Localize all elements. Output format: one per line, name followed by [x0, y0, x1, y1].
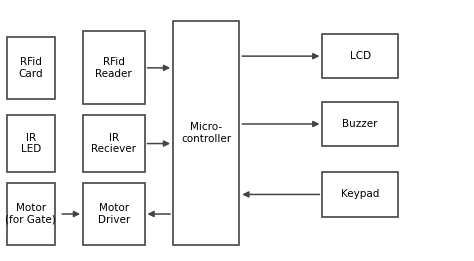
- Text: IR
LED: IR LED: [21, 133, 41, 154]
- Text: RFid
Card: RFid Card: [18, 57, 43, 79]
- FancyBboxPatch shape: [322, 172, 398, 217]
- FancyBboxPatch shape: [7, 115, 55, 172]
- FancyBboxPatch shape: [83, 31, 145, 104]
- FancyBboxPatch shape: [322, 102, 398, 146]
- Text: Keypad: Keypad: [341, 189, 379, 199]
- Text: Micro-
controller: Micro- controller: [181, 122, 231, 144]
- Text: Motor
Driver: Motor Driver: [98, 203, 130, 225]
- Text: LCD: LCD: [350, 51, 371, 61]
- Text: RFid
Reader: RFid Reader: [95, 57, 132, 79]
- Text: Motor
(for Gate): Motor (for Gate): [5, 203, 56, 225]
- FancyBboxPatch shape: [322, 34, 398, 78]
- FancyBboxPatch shape: [173, 21, 239, 245]
- FancyBboxPatch shape: [7, 37, 55, 99]
- Text: IR
Reciever: IR Reciever: [91, 133, 136, 154]
- FancyBboxPatch shape: [83, 183, 145, 245]
- FancyBboxPatch shape: [83, 115, 145, 172]
- FancyBboxPatch shape: [7, 183, 55, 245]
- Text: Buzzer: Buzzer: [343, 119, 378, 129]
